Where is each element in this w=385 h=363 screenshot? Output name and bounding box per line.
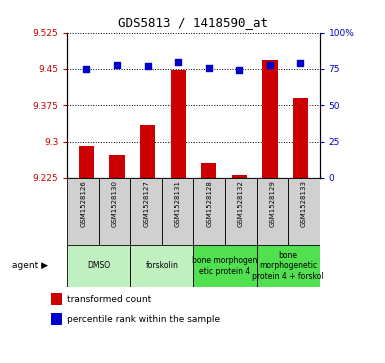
Text: bone morphogen
etic protein 4: bone morphogen etic protein 4	[192, 256, 258, 276]
Text: transformed count: transformed count	[67, 295, 151, 304]
Bar	[256, 178, 288, 245]
Bar	[225, 178, 256, 245]
Point	[144, 63, 151, 69]
Bar	[256, 245, 320, 287]
Point	[175, 59, 181, 65]
Text: bone
morphogenetic
protein 4 + forskol: bone morphogenetic protein 4 + forskol	[252, 251, 324, 281]
Text: agent ▶: agent ▶	[12, 261, 48, 270]
Bar	[140, 125, 155, 178]
Point	[297, 60, 303, 66]
Point	[114, 62, 120, 68]
Bar	[131, 245, 193, 287]
Bar	[288, 178, 320, 245]
Text: GDS5813 / 1418590_at: GDS5813 / 1418590_at	[117, 16, 268, 29]
Bar	[79, 146, 94, 178]
Text: GSM1528129: GSM1528129	[269, 180, 275, 227]
Bar	[99, 178, 131, 245]
Bar	[171, 70, 186, 178]
Bar	[162, 178, 194, 245]
Bar	[262, 60, 278, 178]
Text: GSM1528130: GSM1528130	[112, 180, 118, 227]
Bar	[131, 178, 162, 245]
Bar	[201, 163, 216, 178]
Text: GSM1528131: GSM1528131	[175, 180, 181, 227]
Text: GSM1528126: GSM1528126	[80, 180, 86, 227]
Bar	[67, 178, 99, 245]
Bar	[194, 245, 256, 287]
Point	[206, 65, 212, 70]
Bar	[194, 178, 225, 245]
Text: DMSO: DMSO	[87, 261, 110, 270]
Point	[84, 66, 90, 72]
Bar	[109, 155, 125, 178]
Bar	[51, 293, 62, 305]
Point	[236, 68, 243, 73]
Text: GSM1528128: GSM1528128	[206, 180, 212, 227]
Text: GSM1528132: GSM1528132	[238, 180, 244, 227]
Bar	[232, 175, 247, 178]
Point	[267, 62, 273, 68]
Bar	[293, 98, 308, 178]
Text: percentile rank within the sample: percentile rank within the sample	[67, 315, 220, 324]
Bar	[67, 245, 131, 287]
Text: GSM1528133: GSM1528133	[301, 180, 307, 227]
Bar	[51, 313, 62, 325]
Text: GSM1528127: GSM1528127	[143, 180, 149, 227]
Text: forskolin: forskolin	[146, 261, 178, 270]
